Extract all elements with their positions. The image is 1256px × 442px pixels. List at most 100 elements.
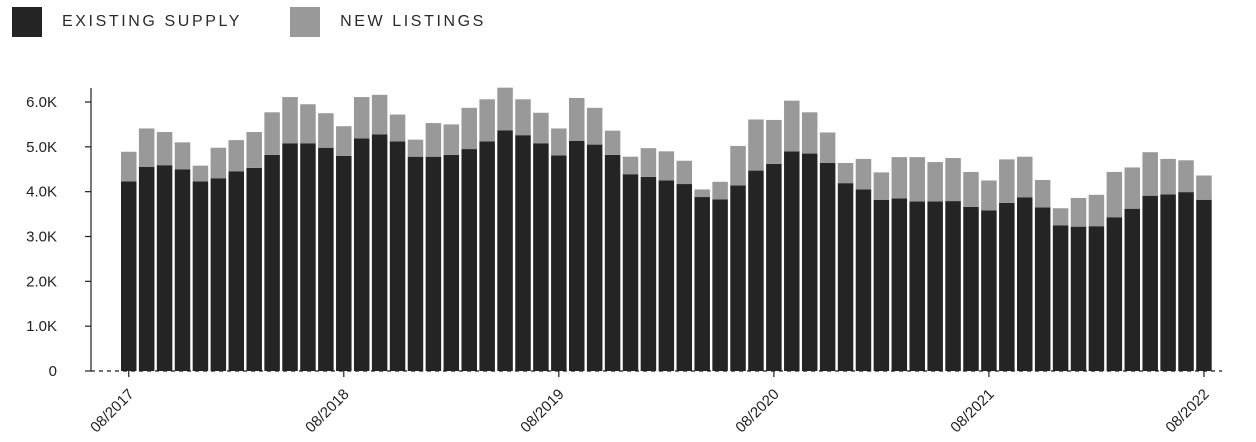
bar-existing-supply xyxy=(1142,195,1158,371)
bar-new-listings xyxy=(963,171,979,207)
bar-new-listings xyxy=(282,97,298,144)
bar-existing-supply xyxy=(1070,226,1087,371)
y-tick-label: 5.0K xyxy=(26,139,57,156)
bar-existing-supply xyxy=(873,199,890,371)
bar-new-listings xyxy=(1196,175,1212,200)
bar-new-listings xyxy=(640,148,657,177)
bar-existing-supply xyxy=(963,206,979,371)
legend-item-existing-supply[interactable]: EXISTING SUPPLY xyxy=(12,7,242,37)
bar-new-listings xyxy=(264,112,280,155)
x-tick-label: 08/2021 xyxy=(947,386,997,436)
bar-new-listings xyxy=(569,97,585,141)
bar-new-listings xyxy=(891,157,908,199)
bar-existing-supply xyxy=(1106,217,1123,371)
bar-new-listings xyxy=(300,104,316,144)
bar-new-listings xyxy=(855,158,872,190)
bar-existing-supply xyxy=(604,154,621,371)
bar-existing-supply xyxy=(515,135,531,371)
bar-new-listings xyxy=(371,94,388,135)
legend: EXISTING SUPPLY NEW LISTINGS xyxy=(12,6,534,38)
legend-item-new-listings[interactable]: NEW LISTINGS xyxy=(290,7,486,37)
bar-new-listings xyxy=(174,142,191,170)
bar-existing-supply xyxy=(1017,197,1033,371)
bar-existing-supply xyxy=(533,143,549,371)
bar-existing-supply xyxy=(228,171,245,371)
bar-new-listings xyxy=(246,132,262,168)
bar-new-listings xyxy=(1052,208,1069,226)
x-tick-label: 08/2020 xyxy=(732,386,782,436)
bar-existing-supply xyxy=(748,170,764,371)
bar-existing-supply xyxy=(855,189,872,371)
bar-new-listings xyxy=(121,151,137,182)
bar-existing-supply xyxy=(1124,208,1141,371)
legend-label-existing-supply: EXISTING SUPPLY xyxy=(62,13,243,30)
bar-new-listings xyxy=(712,181,728,200)
bar-existing-supply xyxy=(784,151,800,371)
bar-existing-supply xyxy=(891,198,908,371)
bar-existing-supply xyxy=(1034,207,1051,371)
bar-new-listings xyxy=(353,97,370,139)
bar-existing-supply xyxy=(766,163,782,371)
bar-existing-supply xyxy=(479,141,495,371)
bar-new-listings xyxy=(784,100,800,152)
bar-new-listings xyxy=(407,139,424,157)
bar-existing-supply xyxy=(999,202,1015,372)
bar-existing-supply xyxy=(712,199,728,371)
bar-new-listings xyxy=(658,151,675,181)
bar-existing-supply xyxy=(371,134,388,371)
bar-new-listings xyxy=(819,132,836,163)
bar-new-listings xyxy=(336,126,352,156)
bars-group xyxy=(121,87,1212,372)
legend-swatch-new-listings xyxy=(290,7,321,37)
bar-existing-supply xyxy=(837,183,854,371)
bar-new-listings xyxy=(192,165,209,182)
bar-existing-supply xyxy=(981,210,997,371)
bar-existing-supply xyxy=(569,141,585,371)
bar-existing-supply xyxy=(121,181,137,371)
bar-new-listings xyxy=(1034,180,1051,208)
bar-existing-supply xyxy=(1160,194,1176,371)
bar-existing-supply xyxy=(461,149,477,371)
bar-new-listings xyxy=(515,99,531,136)
bar-new-listings xyxy=(389,114,406,142)
bar-new-listings xyxy=(694,189,710,198)
bar-existing-supply xyxy=(156,165,173,371)
bar-new-listings xyxy=(1124,167,1141,209)
bar-new-listings xyxy=(1088,194,1105,227)
bar-new-listings xyxy=(730,145,746,186)
bar-new-listings xyxy=(425,123,442,157)
y-tick-label: 6.0K xyxy=(26,94,57,111)
bar-new-listings xyxy=(981,180,997,211)
bar-new-listings xyxy=(748,119,764,171)
bar-existing-supply xyxy=(443,154,460,371)
bar-new-listings xyxy=(210,147,227,179)
bar-new-listings xyxy=(479,99,495,142)
bar-existing-supply xyxy=(246,167,262,371)
bar-existing-supply xyxy=(676,184,693,371)
bar-new-listings xyxy=(766,119,782,164)
bar-new-listings xyxy=(497,87,513,131)
bar-new-listings xyxy=(228,140,245,172)
bar-existing-supply xyxy=(658,180,675,371)
bar-existing-supply xyxy=(264,154,280,371)
y-tick-label: 0 xyxy=(49,363,57,380)
bar-existing-supply xyxy=(138,167,155,371)
bar-new-listings xyxy=(1142,152,1158,196)
bar-new-listings xyxy=(533,112,549,144)
y-tick-label: 4.0K xyxy=(26,184,57,201)
bar-new-listings xyxy=(1070,197,1087,227)
bar-new-listings xyxy=(873,172,890,200)
y-tick-label: 1.0K xyxy=(26,318,57,335)
bar-new-listings xyxy=(443,124,460,155)
bar-existing-supply xyxy=(174,169,191,371)
x-tick-label: 08/2017 xyxy=(87,386,137,436)
bar-existing-supply xyxy=(640,176,657,371)
bar-new-listings xyxy=(318,113,334,148)
legend-label-new-listings: NEW LISTINGS xyxy=(340,13,486,30)
bar-new-listings xyxy=(945,158,961,202)
bar-existing-supply xyxy=(389,141,406,371)
bar-new-listings xyxy=(138,128,155,168)
bar-existing-supply xyxy=(1178,192,1194,371)
bar-existing-supply xyxy=(425,156,442,371)
